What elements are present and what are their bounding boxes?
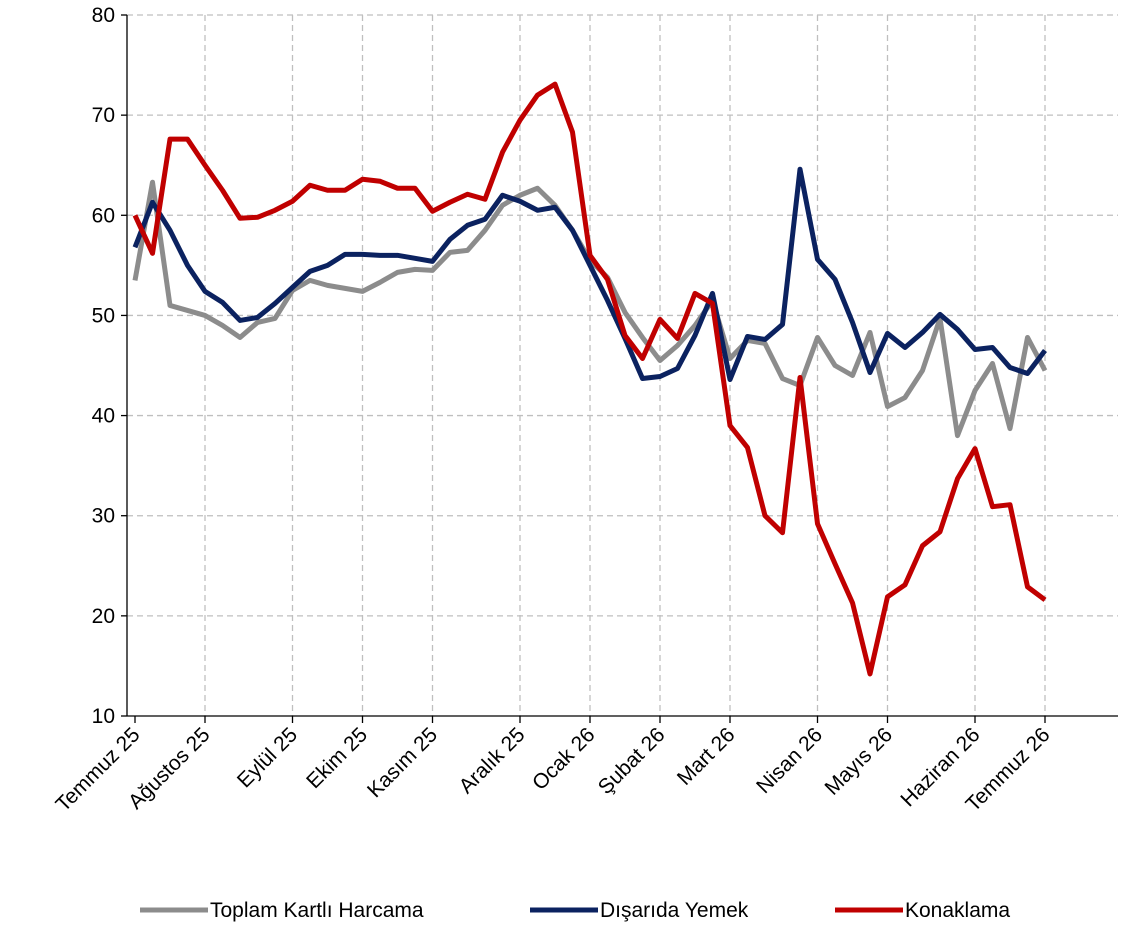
y-tick-label: 10	[92, 705, 115, 728]
x-tick-label: Kasım 25	[363, 723, 442, 802]
legend-label: Dışarıda Yemek	[600, 899, 749, 922]
y-tick-label: 60	[92, 204, 115, 227]
y-tick-label: 50	[92, 304, 115, 327]
x-tick-label: Mart 26	[673, 723, 740, 790]
line-series	[132, 81, 1047, 677]
x-tick-label: Şubat 26	[594, 723, 670, 799]
legend-label: Toplam Kartlı Harcama	[210, 899, 424, 922]
legend-label: Konaklama	[905, 899, 1010, 922]
x-tick-label: Mayıs 26	[821, 723, 898, 800]
x-tick-label: Aralık 25	[455, 723, 530, 798]
x-tick-label: Eylül 25	[233, 723, 302, 792]
x-tick-label: Ekim 25	[302, 723, 372, 793]
line-series	[132, 166, 1047, 383]
y-tick-label: 70	[92, 104, 115, 127]
y-tick-label: 20	[92, 605, 115, 628]
y-tick-label: 30	[92, 505, 115, 528]
y-tick-label: 40	[92, 405, 115, 428]
y-tick-label: 80	[92, 4, 115, 27]
x-tick-label: Nisan 26	[752, 723, 827, 798]
x-tick-label: Ocak 26	[528, 723, 600, 795]
